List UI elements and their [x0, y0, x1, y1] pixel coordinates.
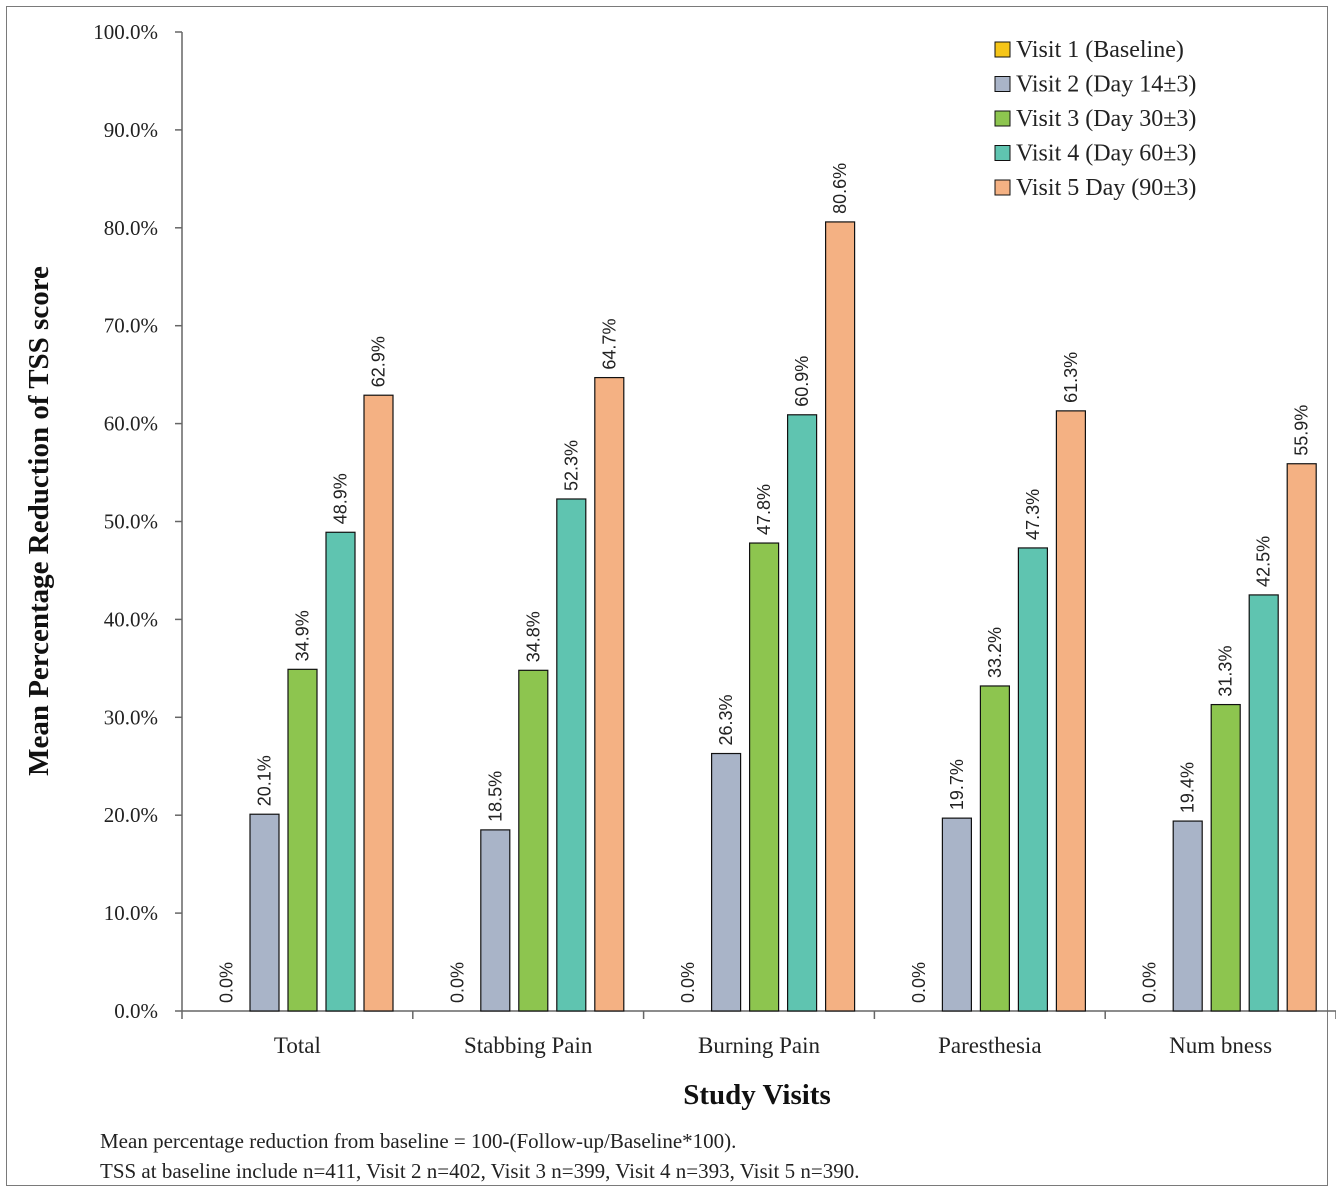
- bar: [1172, 820, 1203, 1012]
- y-tick-label: 40.0%: [104, 607, 158, 631]
- data-label: 61.3%: [1061, 352, 1081, 403]
- y-tick-label: 50.0%: [104, 510, 158, 534]
- legend: Visit 1 (Baseline) Visit 2 (Day 14±3) Visi…: [994, 37, 1196, 201]
- data-label: 0.0%: [909, 962, 929, 1003]
- bar: [518, 669, 549, 1012]
- bar: [824, 221, 856, 1012]
- legend-swatch: [994, 110, 1011, 127]
- data-label: 64.7%: [599, 319, 619, 370]
- y-tick-label: 60.0%: [104, 412, 158, 436]
- data-label: 19.4%: [1178, 762, 1198, 813]
- legend-entry: Visit 2 (Day 14±3): [1016, 72, 1196, 98]
- data-label: 48.9%: [331, 473, 351, 524]
- bar: [480, 829, 511, 1012]
- category-label: Num bness: [1169, 1033, 1272, 1058]
- legend-entry: Visit 1 (Baseline): [1016, 37, 1184, 63]
- bar: [941, 817, 973, 1012]
- data-label: 33.2%: [985, 627, 1005, 678]
- bar: [249, 813, 280, 1012]
- data-label: 47.8%: [754, 484, 774, 535]
- category-label: Total: [274, 1033, 321, 1058]
- y-tick-label: 90.0%: [104, 118, 158, 142]
- legend-entry: Visit 5 Day (90±3): [1016, 175, 1196, 201]
- y-tick-label: 30.0%: [104, 705, 158, 729]
- data-labels: 0.0% 0.0% 0.0% 0.0% 0.0% 20.1% 18.5% 26.3% 19.7%…: [217, 163, 1312, 1003]
- bar: [1248, 594, 1279, 1012]
- bar: [979, 685, 1011, 1012]
- category-label: Burning Pain: [698, 1033, 821, 1058]
- data-label: 20.1%: [255, 755, 275, 806]
- data-label: 0.0%: [447, 962, 467, 1003]
- y-axis-title: Mean Percentage Reduction of TSS score: [23, 266, 55, 776]
- data-label: 18.5%: [485, 771, 505, 822]
- bar: [1210, 703, 1241, 1012]
- data-label: 47.3%: [1023, 489, 1043, 540]
- y-tick-label: 10.0%: [104, 901, 158, 925]
- legend-entry: Visit 4 (Day 60±3): [1016, 141, 1196, 167]
- bar: [1286, 463, 1317, 1012]
- bar: [287, 668, 318, 1012]
- data-label: 19.7%: [947, 759, 967, 810]
- bar: [325, 531, 356, 1012]
- bar: [1017, 547, 1049, 1012]
- footnote-formula: Mean percentage reduction from baseline …: [100, 1129, 737, 1153]
- data-label: 34.9%: [293, 610, 313, 661]
- bar: [556, 498, 587, 1012]
- bars: [249, 221, 1317, 1012]
- axes: 0.0% 10.0% 20.0% 30.0% 40.0% 50.0% 60.0% 70.0% 8…: [93, 20, 1336, 1058]
- data-label: 80.6%: [830, 163, 850, 214]
- y-tick-label: 80.0%: [104, 216, 158, 240]
- legend-swatch: [994, 179, 1011, 196]
- bar: [594, 376, 625, 1012]
- category-label: Paresthesia: [938, 1033, 1041, 1058]
- data-label: 55.9%: [1292, 405, 1312, 456]
- bar: [748, 542, 780, 1012]
- y-tick-label: 70.0%: [104, 314, 158, 338]
- legend-swatch: [994, 76, 1011, 92]
- legend-swatch: [994, 145, 1011, 161]
- data-label: 62.9%: [369, 336, 389, 387]
- y-tick-label: 0.0%: [114, 999, 158, 1023]
- bar: [786, 414, 818, 1012]
- bar: [363, 394, 394, 1012]
- footnote-sample-sizes: TSS at baseline include n=411, Visit 2 n…: [100, 1159, 860, 1183]
- y-tick-label: 20.0%: [104, 803, 158, 827]
- data-label: 0.0%: [678, 962, 698, 1003]
- data-label: 52.3%: [561, 440, 581, 491]
- y-tick-label: 100.0%: [93, 20, 158, 44]
- category-label: Stabbing Pain: [464, 1033, 593, 1058]
- data-label: 31.3%: [1216, 646, 1236, 697]
- bar: [1055, 410, 1087, 1012]
- x-axis-title: Study Visits: [683, 1079, 830, 1111]
- figure-frame: [6, 6, 1328, 1186]
- data-label: 60.9%: [792, 356, 812, 407]
- data-label: 34.8%: [523, 611, 543, 662]
- legend-swatch: [994, 41, 1011, 58]
- legend-entry: Visit 3 (Day 30±3): [1016, 106, 1196, 132]
- data-label: 0.0%: [1140, 962, 1160, 1003]
- data-label: 26.3%: [716, 694, 736, 745]
- data-label: 42.5%: [1254, 536, 1274, 587]
- bar: [710, 752, 742, 1012]
- data-label: 0.0%: [217, 962, 237, 1003]
